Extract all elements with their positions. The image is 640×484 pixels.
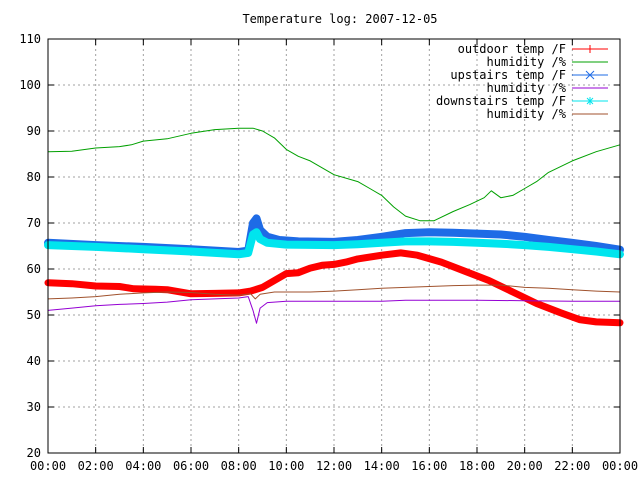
x-tick-label: 22:00 [554,459,590,473]
chart-title: Temperature log: 2007-12-05 [242,12,437,26]
series-layer [44,127,624,327]
y-tick-label: 20 [27,446,41,460]
x-tick-label: 00:00 [602,459,638,473]
x-tick-label: 06:00 [173,459,209,473]
series-line [47,127,621,222]
legend-label: upstairs temp /F [450,68,566,82]
y-tick-label: 70 [27,216,41,230]
y-tick-label: 40 [27,354,41,368]
y-tick-label: 60 [27,262,41,276]
y-tick-label: 110 [19,32,41,46]
y-tick-label: 50 [27,308,41,322]
legend-label: humidity /% [487,55,567,69]
series-line [47,296,621,324]
legend-label: humidity /% [487,81,567,95]
x-tick-label: 14:00 [364,459,400,473]
x-tick-label: 02:00 [78,459,114,473]
legend-marker [586,97,594,105]
series-group [47,284,621,300]
series-group [47,127,621,222]
y-tick-label: 100 [19,78,41,92]
legend-marker [585,70,595,80]
ticks: 20 30 40 50 60 70 80 90 100 110 00:00 02:00 04:00 06:… [19,32,638,473]
y-tick-label: 30 [27,400,41,414]
legend-label: outdoor temp /F [458,42,566,56]
legend-label: downstairs temp /F [436,94,566,108]
series-group [44,228,624,259]
series-group [47,296,621,324]
legend-label: humidity /% [487,107,567,121]
x-tick-label: 10:00 [268,459,304,473]
x-tick-label: 04:00 [125,459,161,473]
y-tick-label: 80 [27,170,41,184]
x-tick-label: 18:00 [459,459,495,473]
x-tick-label: 20:00 [507,459,543,473]
series-group [44,249,624,327]
x-tick-label: 16:00 [411,459,447,473]
x-tick-label: 00:00 [30,459,66,473]
series-line [44,249,624,327]
x-tick-label: 12:00 [316,459,352,473]
x-tick-label: 08:00 [221,459,257,473]
y-tick-label: 90 [27,124,41,138]
series-line [44,228,624,259]
series-line [47,284,621,300]
